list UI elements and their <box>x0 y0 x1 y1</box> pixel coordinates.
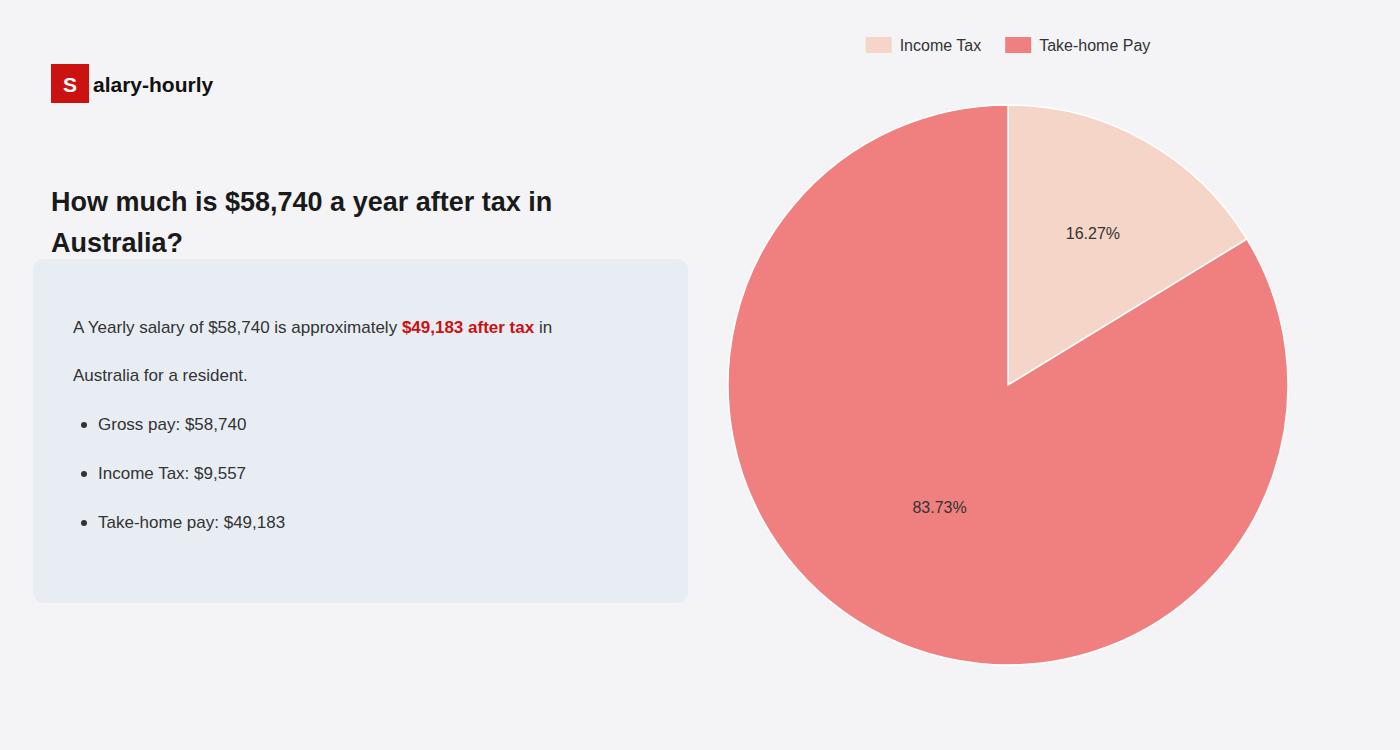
legend-item: Take-home Pay <box>1005 37 1150 54</box>
title: How much is $58,740 a year after tax in A… <box>51 187 552 257</box>
data-label: 83.73% <box>912 499 966 516</box>
chart: Salary-hourly How much is $58,740 a year … <box>0 0 1400 750</box>
summary-line: Australia for a resident. <box>73 366 248 385</box>
bullet-text: Income Tax: $9,557 <box>98 464 246 483</box>
bullet-text: Take-home pay: $49,183 <box>98 513 285 532</box>
data-labels: 16.27% 83.73% <box>912 225 1120 516</box>
bullet-dot <box>81 471 87 477</box>
legend-swatch <box>1005 37 1031 53</box>
pie-slice <box>728 105 1288 665</box>
pie <box>728 105 1288 665</box>
legend-swatch <box>866 37 892 53</box>
title-line: Australia? <box>51 228 183 258</box>
bullet-dot <box>81 520 87 526</box>
logo-text: alary-hourly <box>93 73 214 96</box>
bullet-text: Gross pay: $58,740 <box>98 415 246 434</box>
legend-label: Income Tax <box>900 37 982 54</box>
legend-label: Take-home Pay <box>1039 37 1150 54</box>
info-box <box>33 259 688 603</box>
logo-box <box>51 64 89 103</box>
summary: A Yearly salary of $58,740 is approximat… <box>73 318 552 337</box>
legend-item: Income Tax <box>866 37 982 54</box>
summary-part: $49,183 after tax <box>402 318 535 337</box>
title-line: How much is $58,740 a year after tax in <box>51 187 552 217</box>
bullet-dot <box>81 422 87 428</box>
logo-letter: S <box>63 73 77 96</box>
summary-part: A Yearly salary of $58,740 is approximat… <box>73 318 402 337</box>
data-label: 16.27% <box>1066 225 1120 242</box>
background <box>0 0 1400 750</box>
summary-part: in <box>534 318 552 337</box>
legend: Income Tax Take-home Pay <box>866 37 1151 54</box>
